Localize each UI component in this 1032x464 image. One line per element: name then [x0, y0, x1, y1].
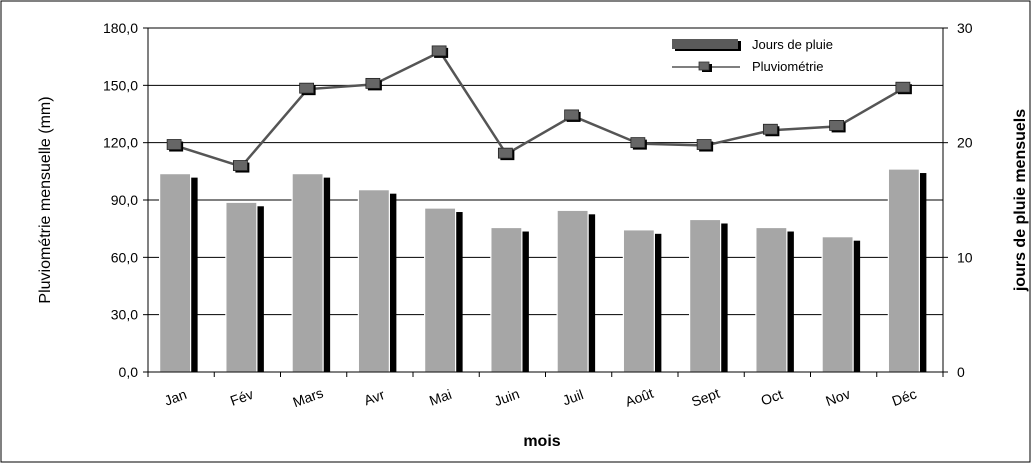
- y-left-tick-label: 90,0: [111, 192, 138, 208]
- legend-label-pluviometrie: Pluviométrie: [752, 59, 824, 74]
- bar-shadow: [653, 233, 662, 372]
- bar: [556, 209, 589, 373]
- legend: Jours de pluie Pluviométrie: [672, 37, 833, 74]
- bar: [357, 189, 390, 373]
- bar: [291, 173, 324, 373]
- bar-shadow: [918, 173, 927, 372]
- line-marker: [829, 120, 845, 131]
- y-left-tick-label: 150,0: [103, 77, 138, 93]
- line-marker: [895, 81, 911, 93]
- line-marker: [431, 45, 447, 57]
- bar-series: [159, 168, 927, 373]
- line-series: [166, 45, 912, 173]
- x-tick-label: Jan: [162, 386, 189, 409]
- legend-marker: [698, 61, 710, 71]
- line-marker: [166, 139, 182, 150]
- bar: [755, 226, 788, 373]
- line-marker: [232, 160, 248, 171]
- y-right-tick-label: 30: [957, 20, 973, 36]
- bar-shadow: [388, 193, 397, 372]
- line-marker: [564, 109, 580, 121]
- bar-shadow: [520, 231, 529, 372]
- y-right-tick-label: 20: [957, 135, 973, 151]
- line-marker: [762, 123, 778, 135]
- bar: [821, 236, 854, 373]
- line-marker: [299, 82, 315, 94]
- x-tick-label: Avr: [362, 386, 387, 408]
- bar-shadow: [454, 212, 463, 372]
- bar-shadow: [189, 177, 198, 372]
- y-right-tick-label: 0: [957, 364, 965, 380]
- x-tick-label: Mai: [427, 386, 454, 409]
- bar-shadow: [587, 214, 596, 372]
- legend-bar-swatch: [672, 39, 738, 49]
- x-tick-label: Fév: [228, 386, 255, 409]
- y-axis-right-title: jours de pluie mensuels: [1012, 109, 1029, 292]
- y-left-tick-label: 30,0: [111, 307, 138, 323]
- line-marker: [696, 139, 712, 150]
- x-tick-label: Oct: [759, 386, 785, 409]
- bar: [225, 201, 258, 373]
- bar: [622, 229, 655, 373]
- bar: [689, 218, 722, 373]
- bar: [490, 226, 523, 373]
- y-left-tick-label: 120,0: [103, 135, 138, 151]
- bar: [159, 173, 192, 373]
- y-axis-left-title: Pluviométrie mensuelle (mm): [37, 96, 54, 303]
- axes: [143, 27, 948, 377]
- line-marker: [365, 77, 381, 89]
- y-left-tick-label: 180,0: [103, 20, 138, 36]
- bar-shadow: [785, 231, 794, 372]
- y-left-tick-label: 60,0: [111, 249, 138, 265]
- bar-shadow: [719, 223, 728, 372]
- line-marker: [630, 137, 646, 149]
- line-path: [174, 50, 905, 168]
- bar-shadow: [255, 206, 264, 372]
- bar-shadow: [322, 177, 331, 372]
- x-tick-label: Juil: [560, 386, 585, 408]
- legend-label-jours-de-pluie: Jours de pluie: [752, 37, 833, 52]
- line-marker: [497, 147, 513, 159]
- bar: [424, 207, 457, 373]
- x-axis-title: mois: [523, 433, 560, 450]
- y-left-tick-label: 0,0: [119, 364, 139, 380]
- y-right-tick-label: 10: [957, 249, 973, 265]
- bar-shadow: [852, 240, 861, 372]
- bar: [887, 168, 920, 373]
- gridlines: [148, 27, 943, 373]
